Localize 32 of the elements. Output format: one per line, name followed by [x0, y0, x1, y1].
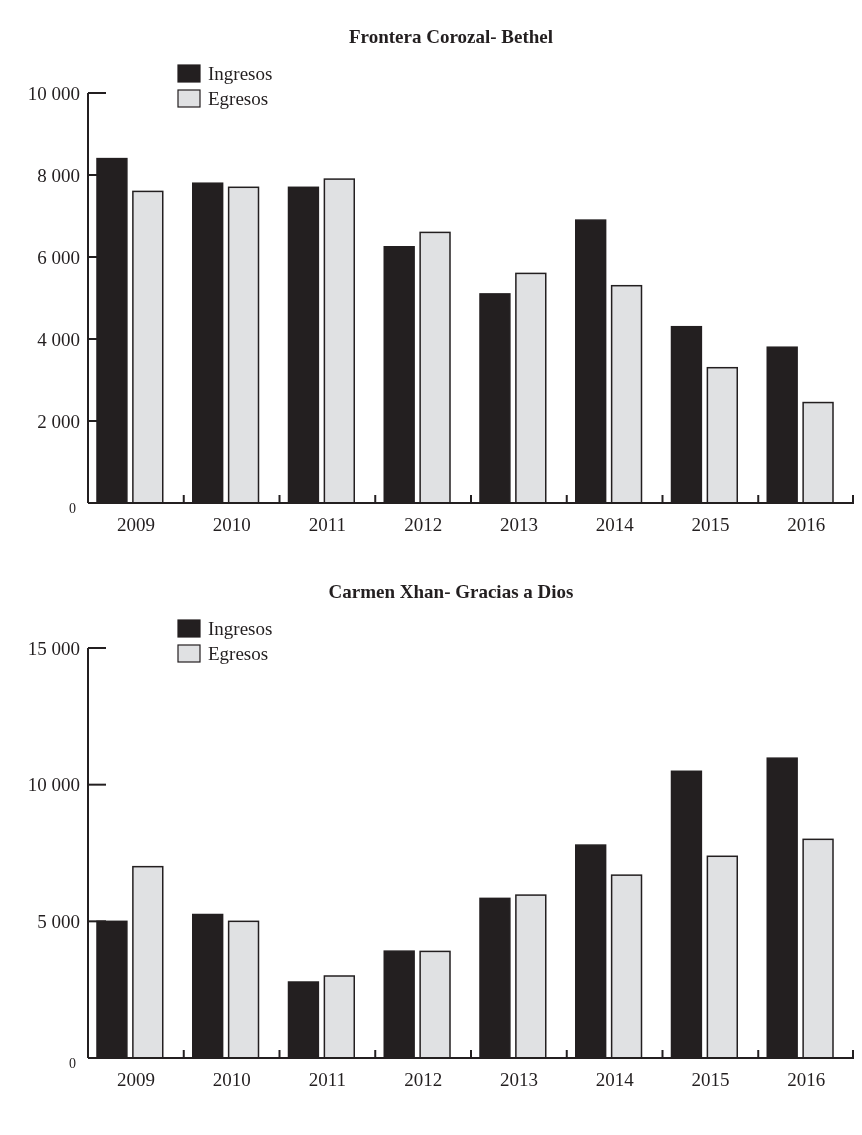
x-tick-label: 2013 [499, 514, 538, 535]
legend-label: Egresos [208, 642, 269, 664]
legend-label: Ingresos [208, 62, 273, 84]
x-tick-label: 2012 [404, 1069, 443, 1090]
x-tick-label: 2013 [499, 1069, 538, 1090]
y-tick-label: 5 000 [37, 910, 80, 932]
x-tick-label: 2015 [691, 1069, 730, 1090]
y-tick-label: 10 000 [27, 774, 80, 796]
y-tick-label: 8 000 [37, 164, 80, 186]
x-tick-label: 2010 [212, 1069, 251, 1090]
chart-title: Carmen Xhan- Gracias a Dios [328, 581, 574, 602]
x-tick-label: 2014 [595, 1069, 635, 1090]
legend-label: Ingresos [208, 617, 273, 639]
x-tick-label: 2011 [308, 514, 347, 535]
y-tick-label: 4 000 [37, 328, 80, 350]
x-tick-label: 2016 [787, 514, 826, 535]
x-tick-label: 2012 [404, 514, 443, 535]
y-tick-label: 0 [69, 500, 76, 516]
x-tick-label: 2014 [595, 514, 635, 535]
y-tick-label: 0 [69, 1055, 76, 1071]
y-tick-label: 6 000 [37, 246, 80, 268]
legend-label: Egresos [208, 87, 269, 109]
x-tick-label: 2015 [691, 514, 730, 535]
chart-title: Frontera Corozal- Bethel [348, 26, 554, 47]
y-tick-label: 15 000 [27, 637, 80, 659]
x-tick-label: 2011 [308, 1069, 347, 1090]
x-tick-label: 2010 [212, 514, 251, 535]
x-tick-label: 2009 [116, 1069, 155, 1090]
x-tick-label: 2016 [787, 1069, 826, 1090]
x-tick-label: 2009 [116, 514, 155, 535]
y-tick-label: 2 000 [37, 410, 80, 432]
y-tick-label: 10 000 [27, 82, 80, 104]
